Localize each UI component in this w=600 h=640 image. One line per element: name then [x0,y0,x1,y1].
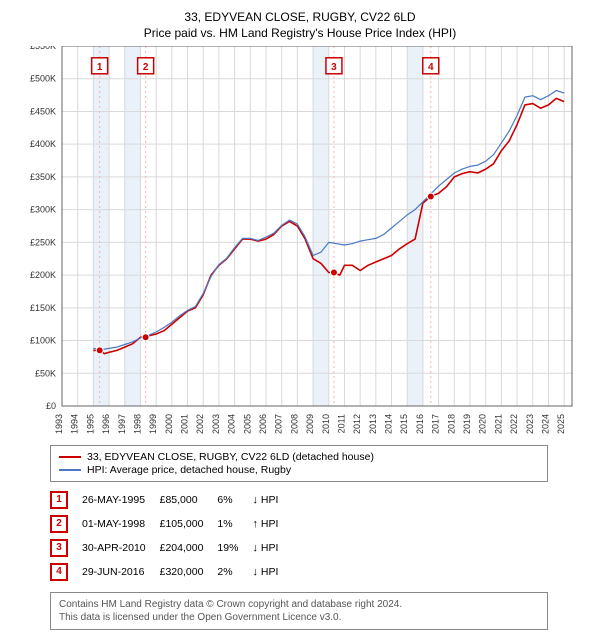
svg-text:£550K: £550K [30,46,56,51]
sale-point-row: 1 26-MAY-1995£85,0006%↓ HPI [50,488,292,512]
svg-text:£300K: £300K [30,205,56,215]
sale-points-table: 126-MAY-1995£85,0006%↓ HPI201-MAY-1998£1… [50,488,292,584]
sale-point-marker: 2 [50,515,68,533]
svg-text:1993: 1993 [54,414,64,434]
svg-text:£150K: £150K [30,303,56,313]
attribution: Contains HM Land Registry data © Crown c… [50,592,548,630]
svg-text:£500K: £500K [30,74,56,84]
svg-text:2005: 2005 [242,414,252,434]
svg-text:2000: 2000 [164,414,174,434]
title-address: 33, EDYVEAN CLOSE, RUGBY, CV22 6LD [10,10,590,24]
attribution-line: This data is licensed under the Open Gov… [59,611,539,624]
legend-label: HPI: Average price, detached house, Rugb… [87,464,291,476]
svg-text:£0: £0 [46,401,56,411]
sale-date: 29-JUN-2016 [82,560,160,584]
svg-text:2013: 2013 [368,414,378,434]
svg-text:2019: 2019 [462,414,472,434]
sale-arrow: ↑ HPI [252,512,292,536]
svg-text:4: 4 [428,62,434,73]
chart-svg: £0 £50K £100K £150K £200K £250K £300K £350K £400… [10,46,590,441]
sale-price: £320,000 [160,560,218,584]
svg-text:2001: 2001 [180,414,190,434]
svg-text:£100K: £100K [30,336,56,346]
svg-text:2022: 2022 [509,414,519,434]
svg-text:2016: 2016 [415,414,425,434]
svg-text:£450K: £450K [30,106,56,116]
sale-date: 30-APR-2010 [82,536,160,560]
svg-text:£250K: £250K [30,237,56,247]
svg-text:2018: 2018 [446,414,456,434]
sale-arrow: ↓ HPI [252,536,292,560]
svg-text:2007: 2007 [274,414,284,434]
svg-text:3: 3 [331,62,337,73]
svg-text:2002: 2002 [195,414,205,434]
legend-label: 33, EDYVEAN CLOSE, RUGBY, CV22 6LD (deta… [87,451,374,463]
svg-text:1998: 1998 [132,414,142,434]
sale-point-marker: 3 [50,539,68,557]
sale-point-row: 2 01-MAY-1998£105,0001%↑ HPI [50,512,292,536]
legend-swatch [59,456,81,458]
sale-price: £204,000 [160,536,218,560]
svg-text:1996: 1996 [101,414,111,434]
sale-date: 01-MAY-1998 [82,512,160,536]
svg-text:2025: 2025 [556,414,566,434]
svg-text:£400K: £400K [30,139,56,149]
svg-text:2017: 2017 [431,414,441,434]
svg-text:2: 2 [143,62,149,73]
svg-text:2004: 2004 [227,414,237,434]
svg-text:2012: 2012 [352,414,362,434]
svg-text:2003: 2003 [211,414,221,434]
svg-text:2011: 2011 [336,414,346,433]
svg-text:2009: 2009 [305,414,315,434]
sale-date: 26-MAY-1995 [82,488,160,512]
chart-container: 33, EDYVEAN CLOSE, RUGBY, CV22 6LD Price… [0,0,600,640]
title-block: 33, EDYVEAN CLOSE, RUGBY, CV22 6LD Price… [10,10,590,40]
svg-text:1994: 1994 [70,414,80,434]
svg-text:2024: 2024 [540,414,550,434]
svg-text:1: 1 [97,62,103,73]
svg-text:1995: 1995 [85,414,95,434]
sale-price: £85,000 [160,488,218,512]
svg-text:£200K: £200K [30,270,56,280]
svg-text:2006: 2006 [258,414,268,434]
svg-text:2020: 2020 [478,414,488,434]
legend-row: HPI: Average price, detached house, Rugb… [59,464,539,476]
chart: £0 £50K £100K £150K £200K £250K £300K £350K £400… [10,46,590,441]
sale-point-marker: 1 [50,491,68,509]
svg-text:1999: 1999 [148,414,158,434]
svg-text:2008: 2008 [289,414,299,434]
sale-arrow: ↓ HPI [252,560,292,584]
svg-text:2010: 2010 [321,414,331,434]
sale-pct: 6% [217,488,252,512]
svg-text:£50K: £50K [35,368,56,378]
sale-pct: 19% [217,536,252,560]
title-subtitle: Price paid vs. HM Land Registry's House … [10,26,590,40]
svg-text:1997: 1997 [117,414,127,434]
svg-text:2021: 2021 [493,414,503,434]
sale-pct: 2% [217,560,252,584]
legend-row: 33, EDYVEAN CLOSE, RUGBY, CV22 6LD (deta… [59,451,539,463]
svg-text:2015: 2015 [399,414,409,434]
svg-text:£350K: £350K [30,172,56,182]
legend: 33, EDYVEAN CLOSE, RUGBY, CV22 6LD (deta… [50,445,548,482]
svg-text:2023: 2023 [525,414,535,434]
legend-swatch [59,469,81,471]
attribution-line: Contains HM Land Registry data © Crown c… [59,598,539,611]
sale-point-row: 4 29-JUN-2016£320,0002%↓ HPI [50,560,292,584]
svg-text:2014: 2014 [384,414,394,434]
sale-point-row: 3 30-APR-2010£204,00019%↓ HPI [50,536,292,560]
sale-pct: 1% [217,512,252,536]
sale-price: £105,000 [160,512,218,536]
sale-point-marker: 4 [50,563,68,581]
sale-arrow: ↓ HPI [252,488,292,512]
